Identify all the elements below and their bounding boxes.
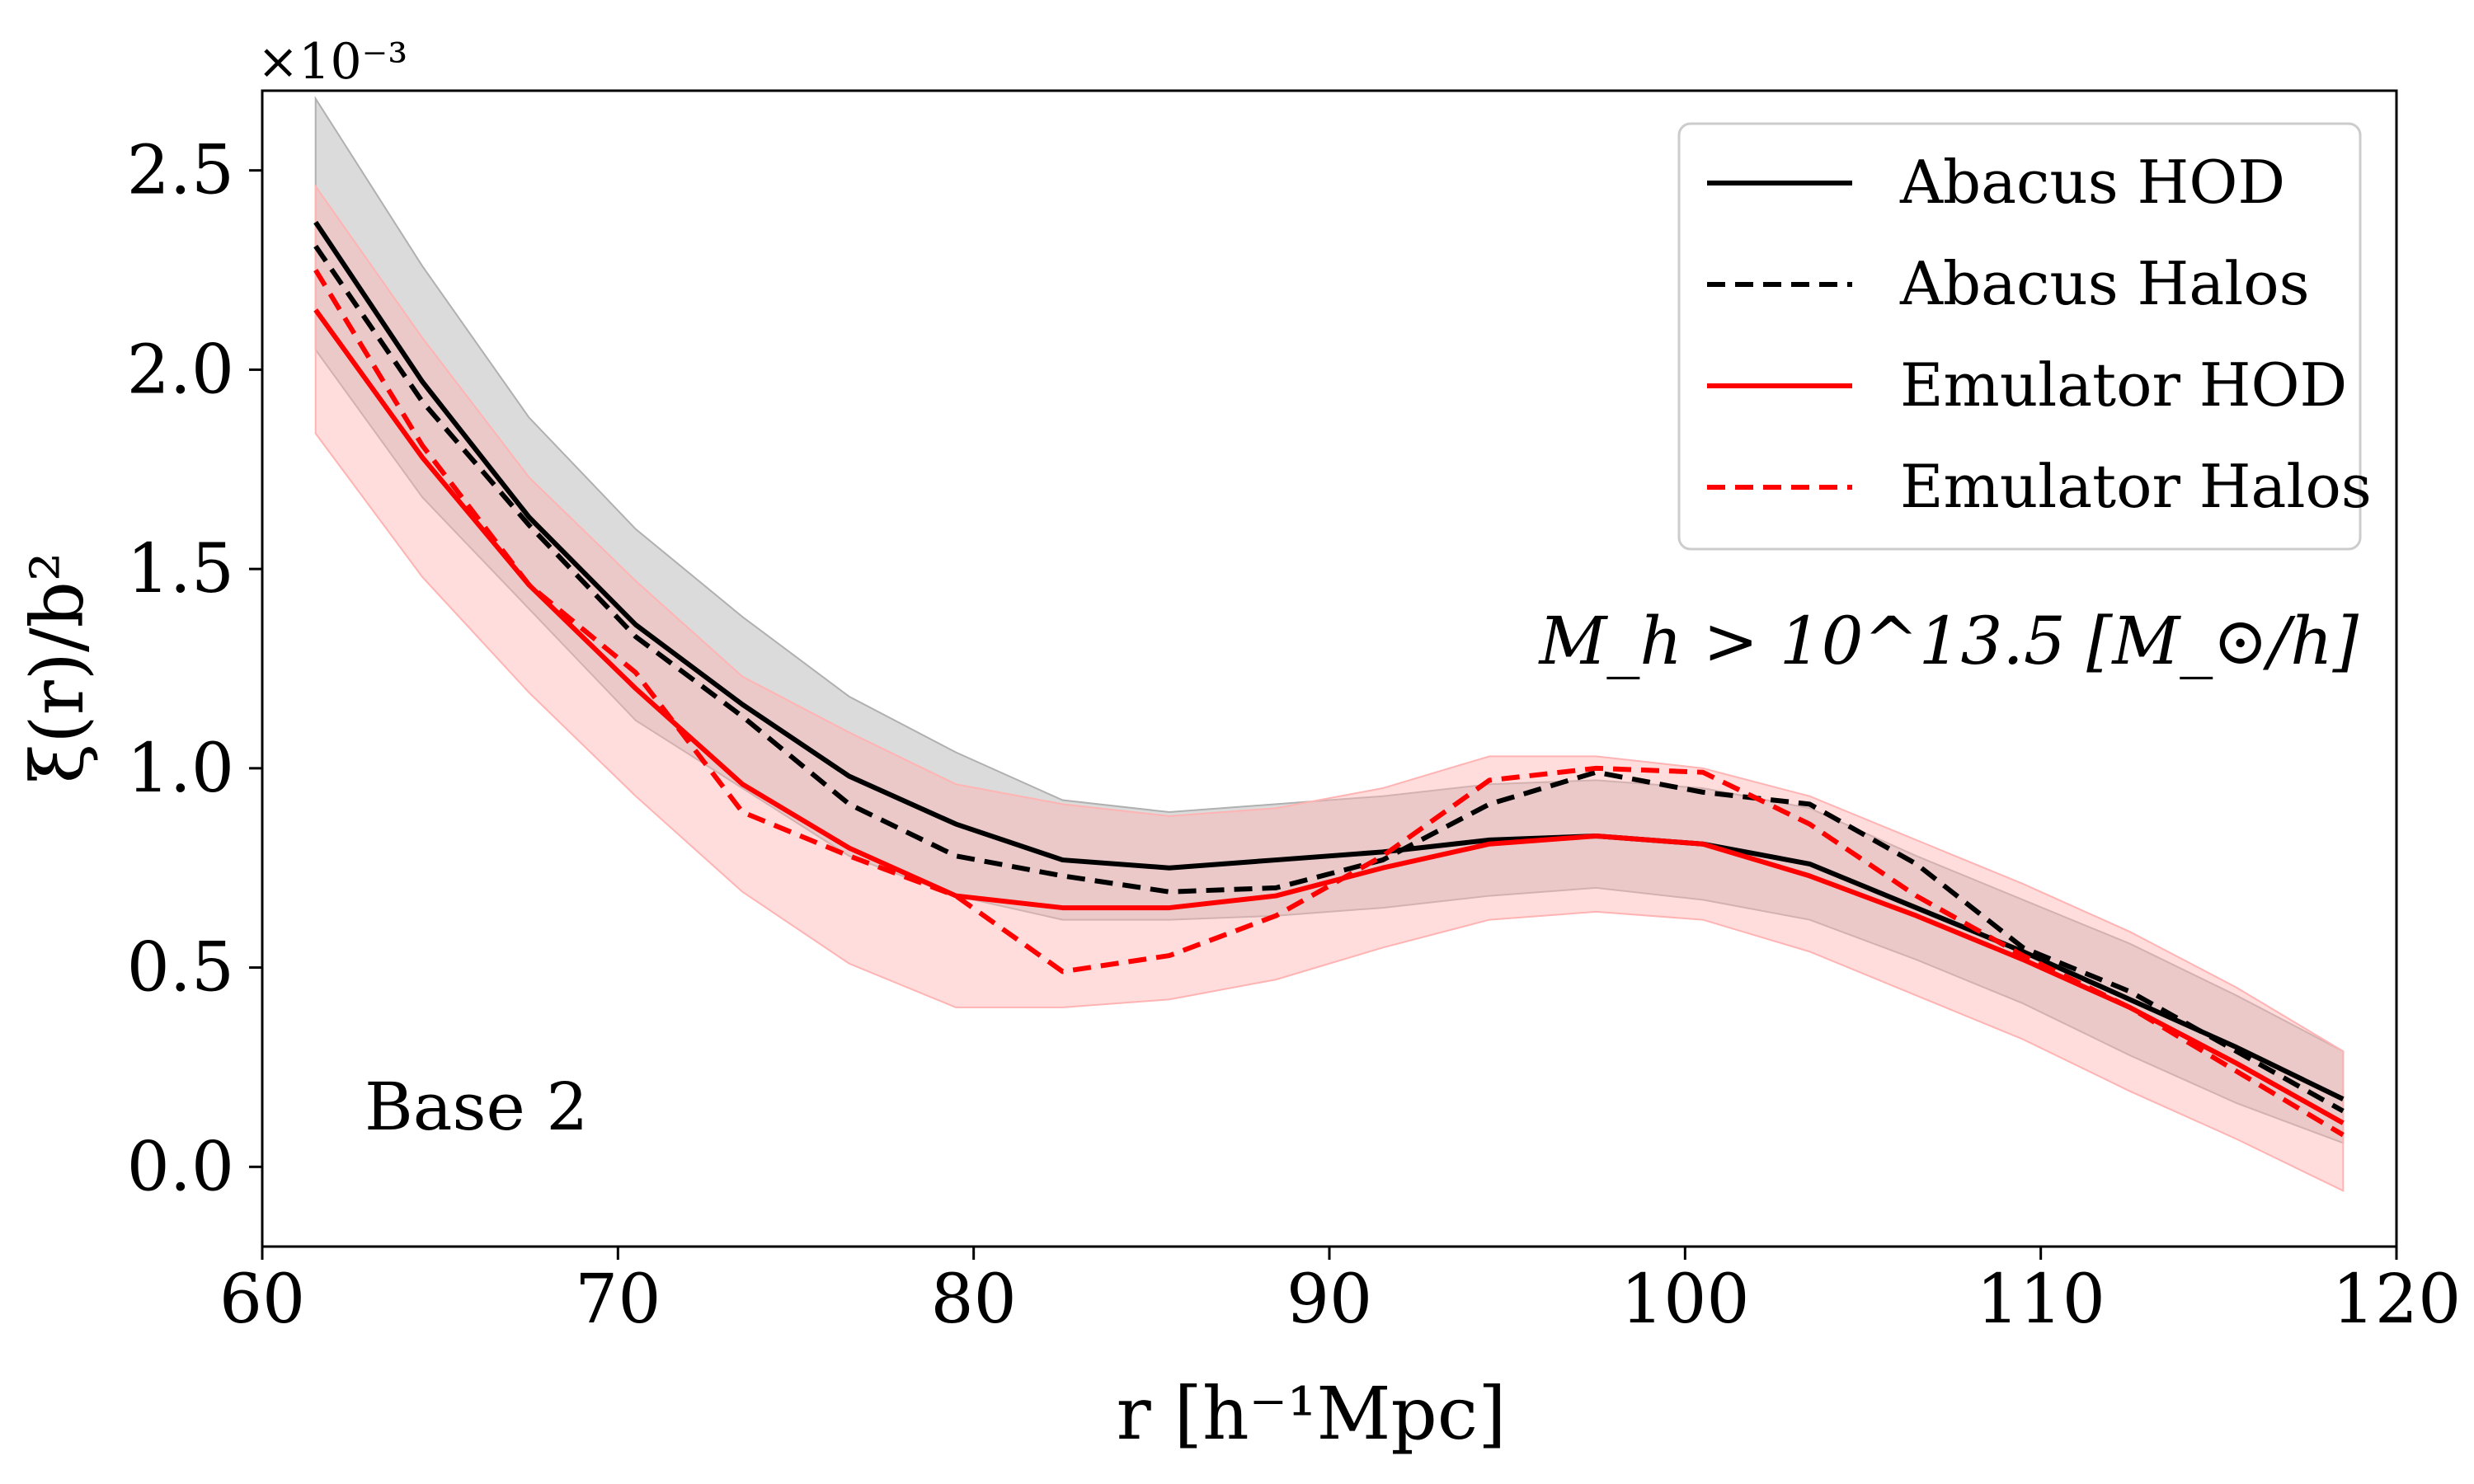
- mass-cut-annotation: M_h > 10^13.5 [M_⊙/h]: [1537, 603, 2359, 679]
- y-tick-label: 1.0: [127, 730, 234, 808]
- y-tick-label: 0.5: [127, 929, 234, 1007]
- legend-label-emulator-hod: Emulator HOD: [1900, 350, 2347, 420]
- x-tick-label: 90: [1286, 1261, 1372, 1339]
- y-scale-factor-label: ×10⁻³: [257, 33, 407, 91]
- legend-label-abacus-hod: Abacus HOD: [1899, 148, 2285, 217]
- y-tick-label: 1.5: [127, 530, 234, 608]
- y-tick-label: 2.5: [127, 132, 234, 210]
- line-abacus-halos: [313, 244, 2345, 1114]
- y-tick-label: 2.0: [127, 331, 234, 409]
- line-emulator-halos: [313, 268, 2345, 1138]
- sample-annotation: Base 2: [365, 1068, 588, 1145]
- legend-label-emulator-halos: Emulator Halos: [1900, 452, 2372, 521]
- series-lines: [313, 220, 2345, 1138]
- x-tick-label: 120: [2332, 1261, 2462, 1339]
- legend-box: [1677, 122, 2362, 551]
- x-axis-label: r [h⁻¹Mpc]: [1117, 1371, 1507, 1456]
- y-axis-ticks: 0.0 0.5 1.0 1.5 2.0 2.5: [127, 132, 262, 1206]
- y-axis-label: ξ(r)/b²: [15, 552, 100, 783]
- y-tick-label: 0.0: [127, 1128, 234, 1206]
- x-tick-label: 70: [575, 1261, 661, 1339]
- legend-label-abacus-halos: Abacus Halos: [1899, 249, 2310, 318]
- x-tick-label: 100: [1620, 1261, 1750, 1339]
- legend: Abacus HOD Abacus Halos Emulator HOD Emulat…: [1677, 122, 2372, 551]
- x-tick-label: 80: [930, 1261, 1016, 1339]
- x-tick-label: 110: [1976, 1261, 2105, 1339]
- band-emulator-hod: [314, 183, 2345, 1192]
- x-axis-ticks: 60 70 80 90 100 110 120: [219, 1247, 2461, 1339]
- line-emulator-hod: [313, 308, 2345, 1125]
- x-tick-label: 60: [219, 1261, 305, 1339]
